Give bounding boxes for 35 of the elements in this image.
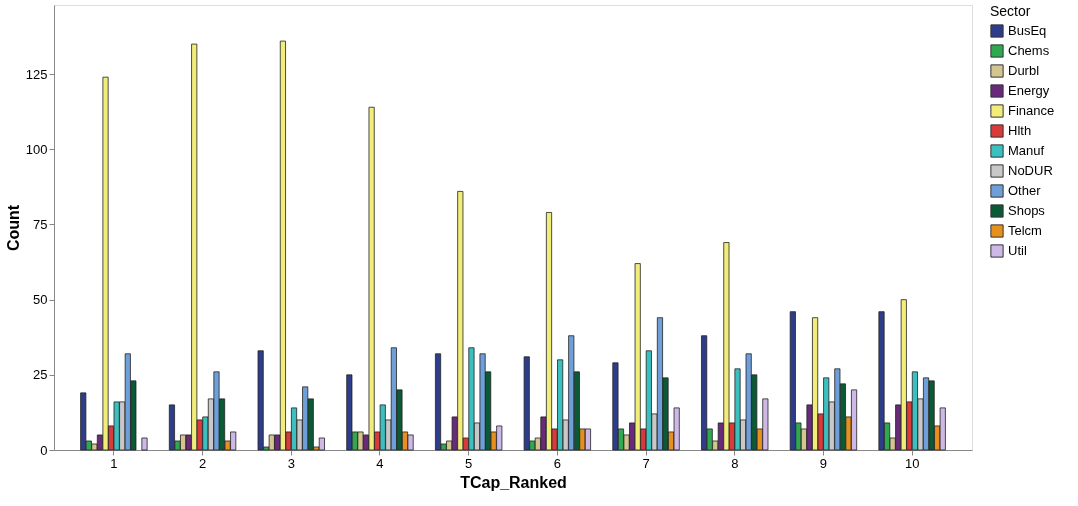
x-axis-title: TCap_Ranked <box>460 473 567 491</box>
legend-label: Other <box>1008 183 1042 198</box>
y-tick-label: 100 <box>25 141 48 157</box>
x-tick-label: 6 <box>553 455 561 471</box>
bar <box>434 353 442 451</box>
x-tick-label: 10 <box>904 455 920 471</box>
legend-label: Energy <box>1008 83 1050 98</box>
bar <box>346 374 353 451</box>
y-axis-title: Count <box>4 204 22 252</box>
x-tick-label: 3 <box>287 455 295 471</box>
y-tick-label: 0 <box>40 442 48 458</box>
legend-label: Chems <box>1008 43 1050 58</box>
bar <box>141 437 148 451</box>
bar <box>257 350 264 451</box>
legend-label: Util <box>1008 243 1027 258</box>
y-tick-label: 75 <box>33 216 48 232</box>
y-tick-label: 50 <box>33 292 48 308</box>
legend-label: NoDUR <box>1008 163 1053 178</box>
x-tick-label: 4 <box>376 455 384 471</box>
legend-label: Manuf <box>1008 143 1045 158</box>
x-tick-label: 9 <box>819 455 828 471</box>
y-tick-label: 125 <box>25 66 48 82</box>
legend-title: Sector <box>990 3 1031 19</box>
x-tick-label: 7 <box>642 455 650 471</box>
legend-label: Telcm <box>1008 223 1042 238</box>
legend-label: Hlth <box>1008 123 1032 138</box>
legend-label: Finance <box>1008 103 1055 118</box>
x-tick-label: 5 <box>465 455 473 471</box>
legend-label: Shops <box>1008 203 1046 218</box>
x-tick-label: 1 <box>110 455 118 471</box>
x-tick-label: 2 <box>198 455 207 471</box>
y-tick-label: 25 <box>33 367 48 383</box>
legend-label: Durbl <box>1008 63 1040 78</box>
legend-label: BusEq <box>1008 23 1047 38</box>
x-tick-label: 8 <box>731 455 739 471</box>
